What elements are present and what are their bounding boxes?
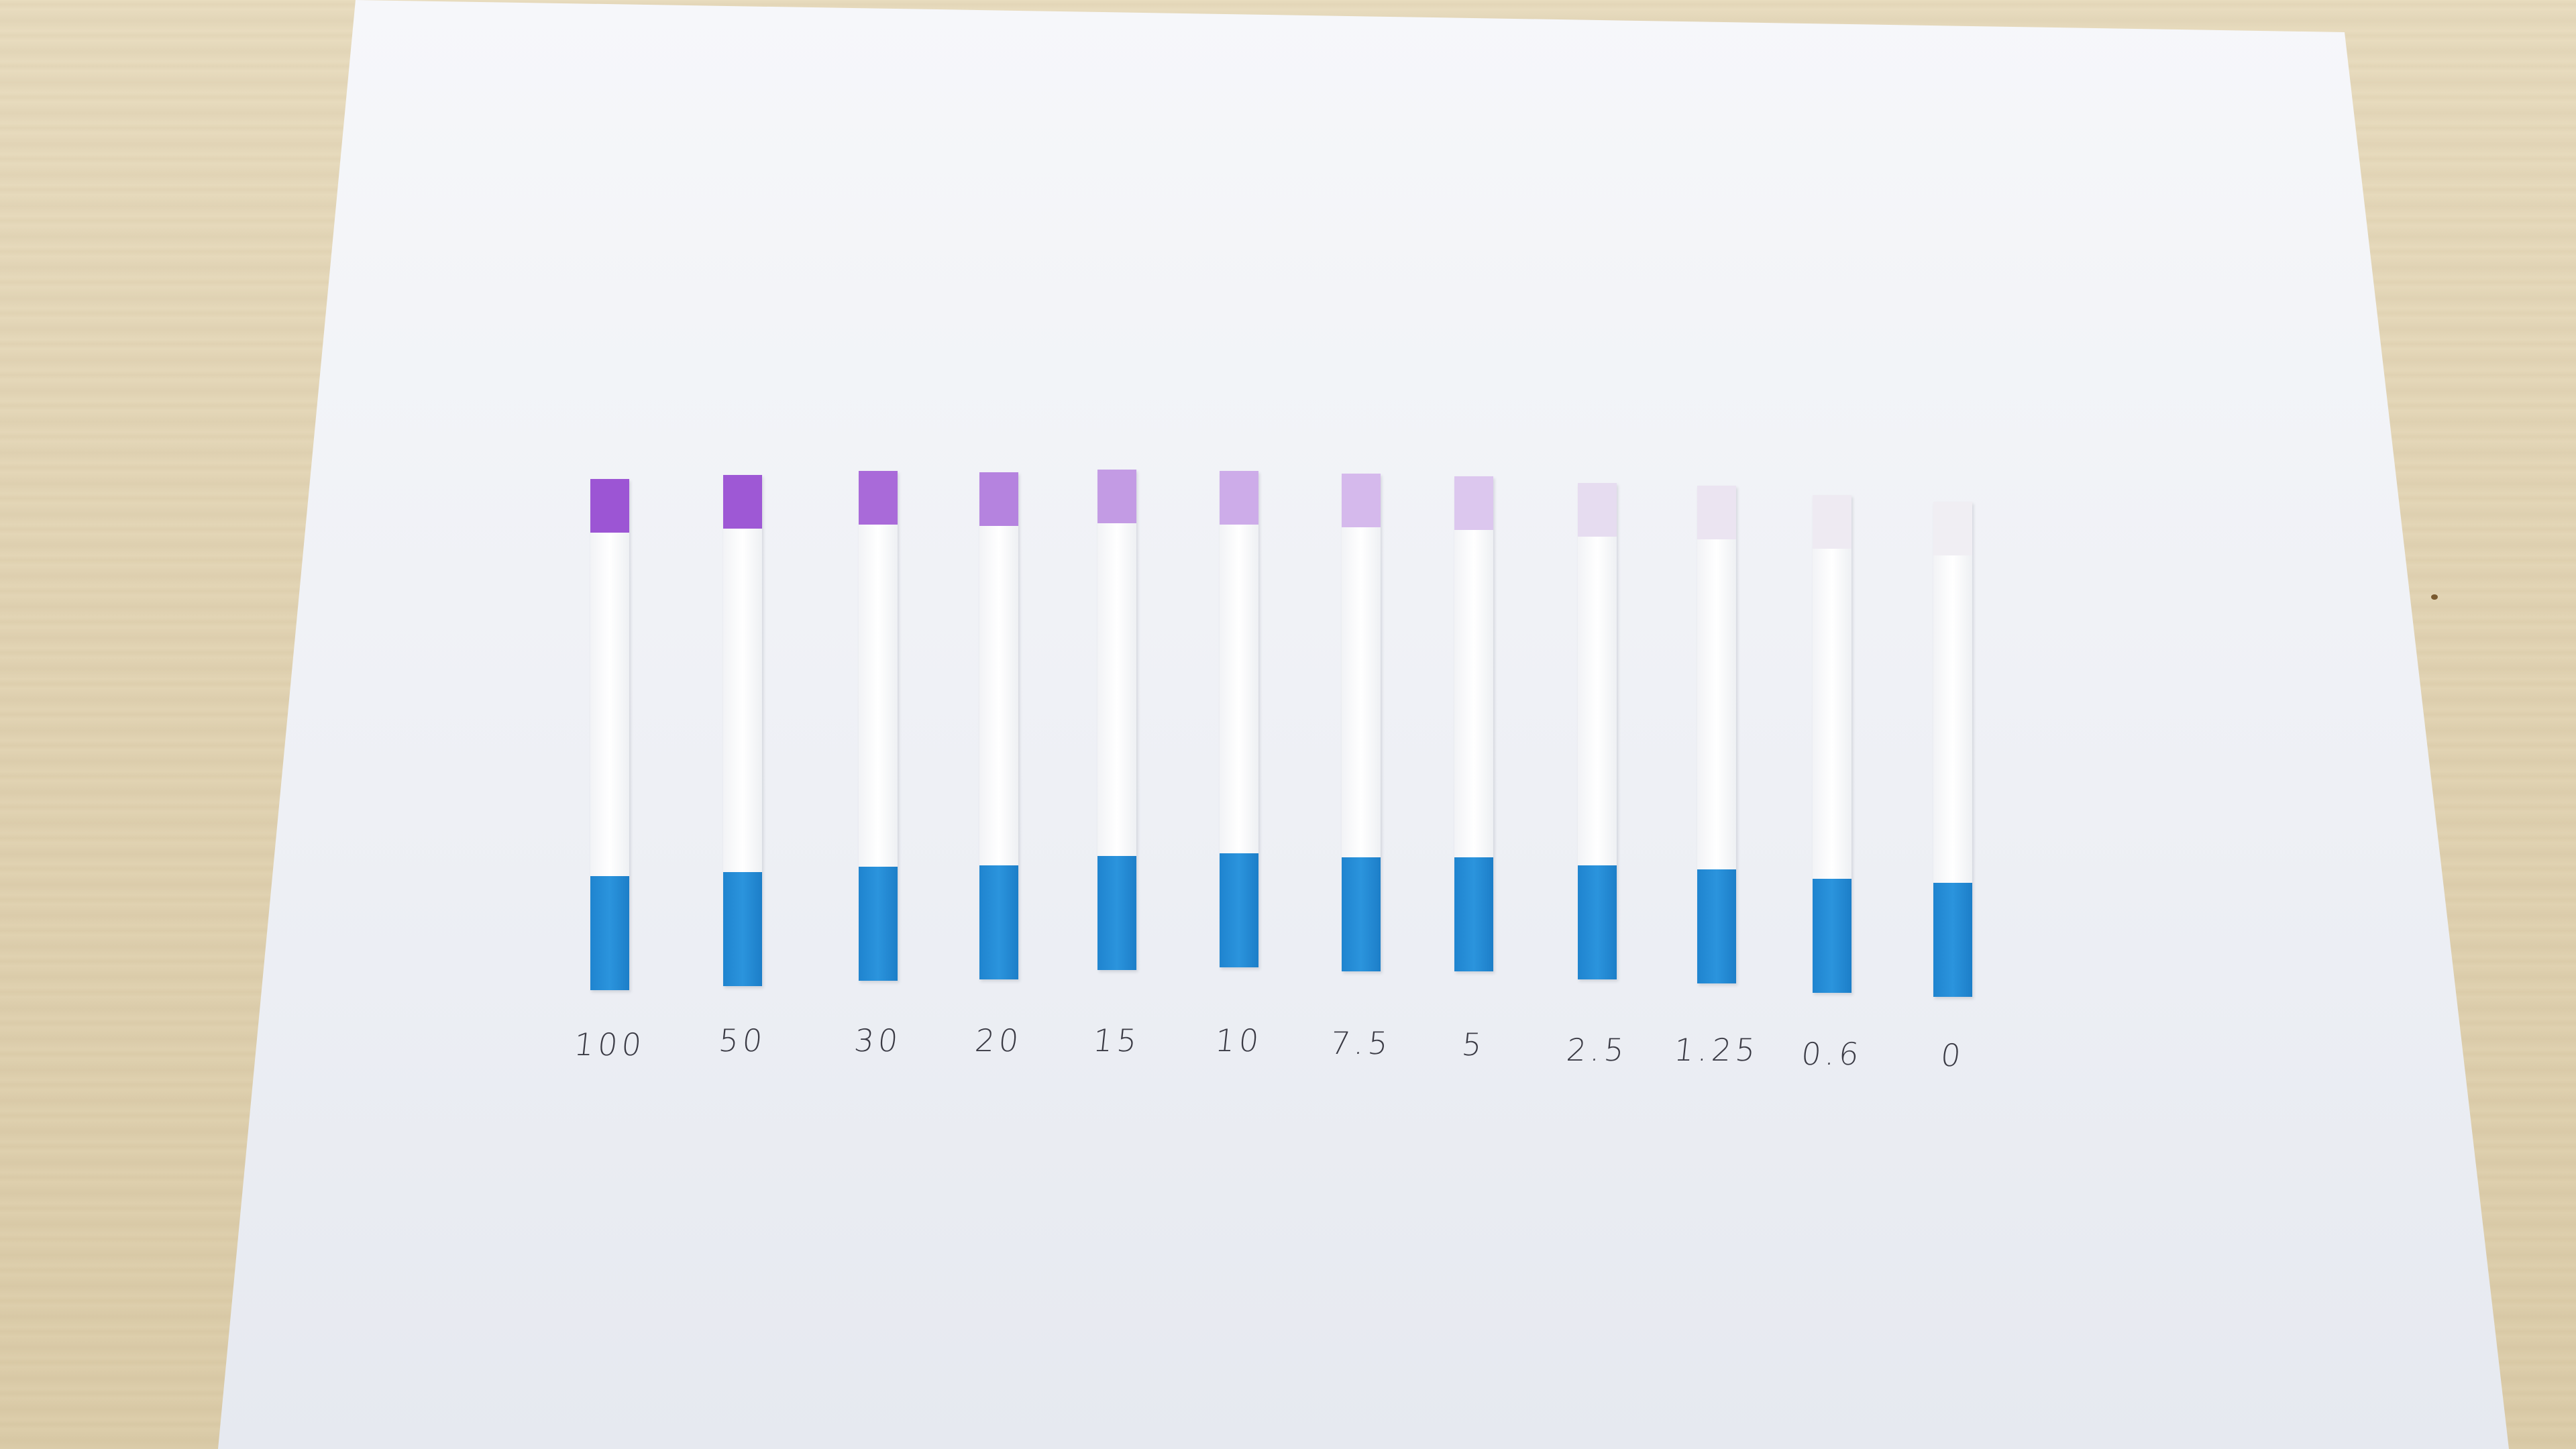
strip-reagent-pad bbox=[1813, 495, 1851, 549]
test-strip bbox=[979, 472, 1018, 979]
strip-concentration-label: 20 bbox=[973, 1022, 1025, 1059]
strip-reagent-pad bbox=[859, 471, 898, 525]
strip-concentration-label: 0 bbox=[1939, 1037, 1967, 1073]
strip-concentration-label: 50 bbox=[716, 1022, 769, 1059]
test-strip bbox=[590, 479, 629, 990]
test-strip bbox=[723, 475, 762, 986]
strip-reagent-pad bbox=[1220, 471, 1258, 525]
test-strip bbox=[1097, 470, 1136, 970]
strip-reagent-pad bbox=[1933, 502, 1972, 555]
strip-concentration-label: 0.6 bbox=[1799, 1036, 1865, 1072]
test-strip bbox=[1933, 502, 1972, 997]
test-strip bbox=[1220, 471, 1258, 967]
strip-reagent-pad bbox=[1342, 474, 1381, 527]
strip-reagent-pad bbox=[1097, 470, 1136, 523]
test-strip bbox=[1813, 495, 1851, 993]
strip-concentration-label: 10 bbox=[1213, 1022, 1265, 1059]
strip-concentration-label: 1.25 bbox=[1672, 1032, 1762, 1068]
test-strip bbox=[859, 471, 898, 981]
strip-blue-handle bbox=[1813, 879, 1851, 993]
strip-concentration-label: 30 bbox=[852, 1022, 904, 1059]
strip-reagent-pad bbox=[1697, 486, 1736, 539]
test-strip bbox=[1454, 476, 1493, 971]
strip-concentration-label: 7.5 bbox=[1328, 1025, 1394, 1061]
strip-concentration-label: 5 bbox=[1460, 1026, 1488, 1063]
strip-concentration-label: 15 bbox=[1091, 1022, 1143, 1059]
strip-reagent-pad bbox=[590, 479, 629, 533]
strip-blue-handle bbox=[1454, 857, 1493, 971]
strip-blue-handle bbox=[1578, 865, 1617, 979]
test-strip bbox=[1697, 486, 1736, 983]
strip-blue-handle bbox=[1097, 856, 1136, 970]
test-strip bbox=[1578, 483, 1617, 979]
strip-blue-handle bbox=[1220, 853, 1258, 967]
strip-blue-handle bbox=[723, 872, 762, 986]
strip-blue-handle bbox=[859, 867, 898, 981]
strip-reagent-pad bbox=[1454, 476, 1493, 530]
strip-blue-handle bbox=[590, 876, 629, 990]
strip-reagent-pad bbox=[979, 472, 1018, 526]
strip-blue-handle bbox=[1342, 857, 1381, 971]
test-strip bbox=[1342, 474, 1381, 971]
strip-concentration-label: 100 bbox=[572, 1026, 647, 1063]
strip-reagent-pad bbox=[1578, 483, 1617, 537]
table-speck bbox=[2431, 594, 2438, 600]
strip-blue-handle bbox=[979, 865, 1018, 979]
strip-blue-handle bbox=[1933, 883, 1972, 997]
strip-concentration-label: 2.5 bbox=[1564, 1032, 1630, 1068]
strip-reagent-pad bbox=[723, 475, 762, 529]
strip-blue-handle bbox=[1697, 869, 1736, 983]
